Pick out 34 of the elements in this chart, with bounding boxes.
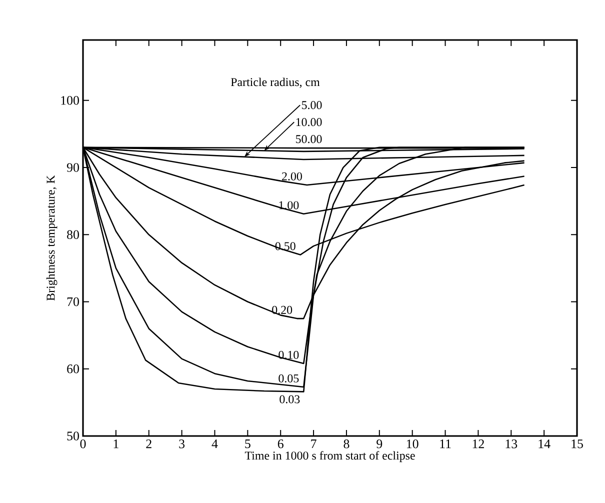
y-tick-label: 100 [61, 96, 79, 105]
series-label: 0.20 [272, 306, 292, 314]
series-label: 0.05 [278, 374, 299, 382]
x-tick-label: 15 [572, 440, 583, 448]
y-tick-label: 80 [67, 230, 79, 240]
x-tick-label: 11 [440, 440, 451, 448]
x-tick-label: 13 [506, 440, 518, 448]
series-label: 0.03 [280, 395, 300, 404]
x-tick-label: 5 [245, 440, 250, 448]
x-tick-label: 14 [538, 440, 550, 448]
x-tick-label: 1 [114, 440, 118, 448]
y-tick-label: 90 [66, 163, 79, 172]
series-label: 0.10 [278, 350, 299, 359]
series-label: 1.00 [279, 201, 299, 210]
series-label: 2.00 [282, 172, 302, 180]
legend-title: Particle radius, cm [230, 78, 320, 88]
x-tick-label: 2 [146, 440, 152, 448]
x-tick-label: 8 [344, 440, 350, 448]
text: 5.00 [302, 101, 322, 110]
x-tick-label: 0 [80, 440, 86, 448]
y-tick-label: 60 [67, 364, 79, 374]
series-label: 50.00 [296, 135, 322, 144]
y-tick-label: 50 [67, 432, 79, 440]
x-axis-title: Time in 1000 s from start of eclipse [244, 451, 415, 462]
text: 10.00 [296, 118, 322, 126]
x-tick-label: 6 [278, 440, 284, 448]
x-tick-label: 4 [212, 440, 218, 448]
x-tick-label: 9 [376, 440, 382, 448]
x-tick-label: 7 [311, 440, 316, 448]
y-tick-label: 70 [67, 297, 79, 306]
y-axis-title: Brightness temperature, K [46, 175, 58, 301]
x-tick-label: 3 [179, 440, 185, 448]
x-tick-label: 10 [407, 440, 418, 448]
x-tick-label: 12 [472, 440, 484, 448]
